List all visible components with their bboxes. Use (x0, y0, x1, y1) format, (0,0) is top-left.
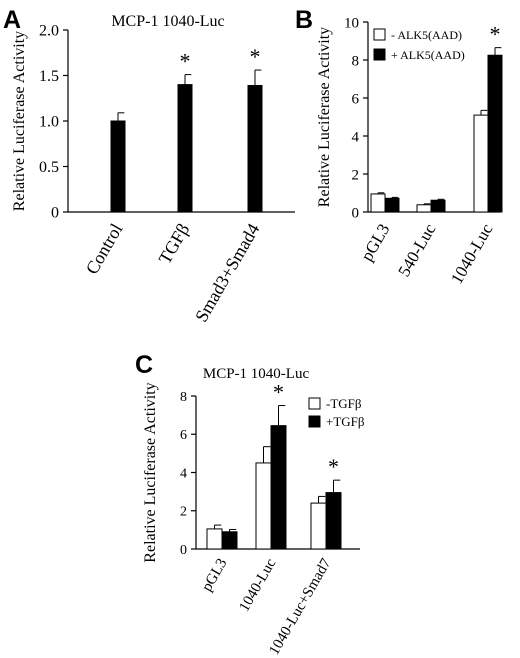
legend-label: + ALK5(AAD) (391, 48, 465, 62)
significance-marker: * (250, 44, 261, 69)
x-category-label: pGL3 (199, 556, 230, 594)
y-tick-label: 2.0 (39, 23, 59, 40)
significance-marker: * (328, 454, 339, 479)
panel-letter: B (295, 6, 313, 34)
y-tick-label: 2 (352, 167, 360, 183)
y-tick-label: 0 (51, 205, 59, 222)
bar-C-1-0 (255, 462, 272, 550)
chart-title: MCP-1 1040-Luc (111, 13, 224, 30)
legend-label: - ALK5(AAD) (391, 28, 462, 42)
significance-marker: * (180, 49, 191, 74)
y-tick-label: 6 (352, 91, 360, 107)
significance-marker: * (273, 380, 284, 405)
bar-B-0-1 (384, 197, 400, 213)
y-tick-label: 8 (180, 390, 187, 405)
y-tick-label: 6 (180, 428, 187, 443)
bar-C-0-0 (206, 528, 223, 550)
panel-letter: A (3, 6, 21, 34)
legend: -TGFβ +TGFβ (308, 396, 365, 429)
x-category-label: 540-Luc (394, 220, 439, 280)
y-tick-label: 4 (352, 129, 360, 145)
legend: - ALK5(AAD) + ALK5(AAD) (373, 28, 465, 62)
bar-B-1-1 (430, 199, 446, 213)
chart-panel-A: A MCP-1 1040-Luc Relative Luciferase Activ… (3, 6, 295, 325)
y-tick-label: 10 (344, 15, 359, 31)
bar-C-2-1 (325, 492, 342, 550)
y-axis-label: Relative Luciferase Activity (142, 382, 159, 562)
y-tick-label: 2 (180, 505, 187, 520)
legend-label: -TGFβ (326, 396, 362, 411)
panel-letter: C (135, 351, 153, 379)
bar-B-2-0 (473, 114, 489, 213)
legend-swatch (308, 397, 321, 410)
y-tick-label: 0 (180, 543, 187, 558)
y-tick-label: 1.5 (39, 68, 59, 85)
x-category-label: pGL3 (357, 221, 393, 265)
y-tick-label: 4 (180, 466, 187, 481)
legend-swatch (373, 48, 386, 61)
y-tick-label: 0 (352, 205, 360, 221)
bar-A-2-0 (247, 85, 263, 213)
bar-C-1-1 (270, 425, 287, 550)
bar-A-1-0 (177, 84, 193, 213)
bar-A-0-0 (110, 120, 126, 213)
y-axis-label: Relative Luciferase Activity (11, 31, 28, 211)
bar-C-0-1 (221, 531, 238, 550)
x-category-label: TGFβ (155, 220, 194, 267)
legend-swatch (308, 415, 321, 428)
legend-swatch (373, 28, 386, 41)
bar-B-2-1 (487, 54, 503, 213)
y-tick-label: 0.5 (39, 159, 59, 176)
y-tick-label: 8 (352, 53, 360, 69)
x-category-label: Control (82, 220, 127, 278)
significance-marker: * (490, 22, 501, 47)
y-axis-label: Relative Luciferase Activity (316, 27, 333, 207)
x-category-label: 1040-Luc (236, 556, 279, 615)
bar-C-2-0 (310, 502, 327, 550)
legend-label: +TGFβ (326, 414, 365, 429)
y-tick-label: 1.0 (39, 114, 59, 131)
x-category-label: 1040-Luc (447, 220, 497, 287)
chart-title: MCP-1 1040-Luc (203, 366, 310, 382)
x-category-label: 1040-Luc+Smad7 (266, 556, 334, 658)
chart-panel-C: C MCP-1 1040-Luc Relative Luciferase Activ… (135, 351, 365, 658)
bar-B-0-0 (370, 193, 386, 213)
bar-B-1-0 (416, 204, 432, 213)
x-category-label: Smad3+Smad4 (191, 220, 263, 325)
